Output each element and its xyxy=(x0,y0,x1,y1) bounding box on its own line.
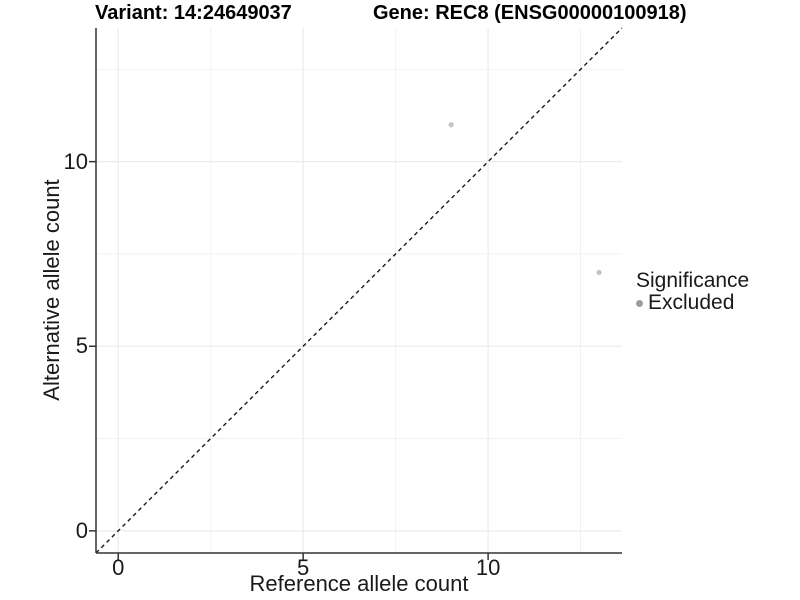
data-point xyxy=(596,269,602,276)
plot-svg xyxy=(89,27,623,560)
x-tick-label: 5 xyxy=(297,555,310,580)
x-tick-label: 0 xyxy=(112,555,125,580)
legend-key-dot-icon xyxy=(636,299,643,307)
y-tick-label: 0 xyxy=(75,517,88,543)
identity-line xyxy=(95,27,623,554)
data-point xyxy=(448,122,454,128)
y-tick-label: 10 xyxy=(63,148,88,174)
plot-title-gene: Gene: REC8 (ENSG00000100918) xyxy=(373,2,687,24)
x-axis-title: Reference allele count xyxy=(249,571,469,596)
y-axis-title: Alternative allele count xyxy=(39,179,64,401)
legend-item-excluded: Excluded xyxy=(636,292,749,314)
legend-item-label: Excluded xyxy=(648,291,735,314)
legend-title: Significance xyxy=(636,269,750,292)
plot-title-variant: Variant: 14:24649037 xyxy=(95,2,292,24)
legend: Significance Excluded xyxy=(636,270,749,314)
x-tick-label: 10 xyxy=(475,555,501,580)
plot-panel xyxy=(89,27,623,560)
y-tick-label: 5 xyxy=(75,333,88,359)
